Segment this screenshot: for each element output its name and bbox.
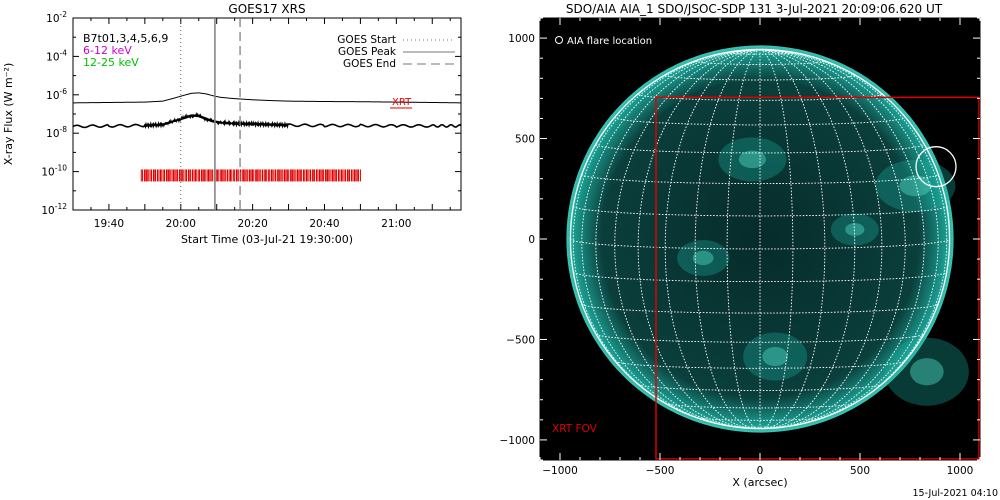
goes-y-axis: 10-2 10-4 10-6 10-8 10-10 10-12 xyxy=(41,10,461,217)
y-tick-label: 10-2 xyxy=(46,10,67,25)
y-tick-label: −500 xyxy=(506,334,535,346)
flare-legend-label: AIA flare location xyxy=(567,36,652,47)
y-tick-label: 10-8 xyxy=(46,125,67,140)
x-tick-label: 0 xyxy=(757,465,764,477)
grid-line xyxy=(665,403,855,409)
grid-line xyxy=(664,74,856,81)
y-tick-label: 1000 xyxy=(508,33,535,45)
grid-line xyxy=(595,49,761,429)
flux-series-line xyxy=(73,92,461,104)
active-region-core xyxy=(899,175,932,197)
grid-line xyxy=(759,49,826,429)
legend-goes-peak: GOES Peak xyxy=(338,46,397,58)
grid-line xyxy=(696,417,824,421)
goes-y-axis-label: X-ray Flux (W m⁻²) xyxy=(2,63,15,165)
y-tick-label: 0 xyxy=(528,234,535,246)
goes-legend: GOES Start GOES Peak GOES End xyxy=(337,34,455,70)
grid-line xyxy=(726,49,761,430)
flux-series-line xyxy=(73,111,461,130)
channel-header-label: B7t01,3,4,5,6,9 xyxy=(83,32,168,45)
active-region-glow xyxy=(830,213,879,246)
grid-line xyxy=(759,49,883,429)
xrt-fov-label: XRT FOV xyxy=(552,423,598,435)
aia-axes: −1000 −500 0 500 1000 −1000 −500 0 500 1000 xyxy=(499,17,981,477)
active-region-glow xyxy=(875,159,956,212)
active-region-glow xyxy=(677,239,730,276)
goes-x-axis: 19:40 20:00 20:20 20:40 21:00 xyxy=(72,18,451,230)
y-tick-label: −1000 xyxy=(499,435,535,447)
goes-x-axis-label: Start Time (03-Jul-21 19:30:00) xyxy=(181,233,353,246)
grid-line xyxy=(573,271,947,283)
flare-location-circle xyxy=(915,146,957,188)
active-region-glow xyxy=(884,337,969,406)
xrt-coverage-marks xyxy=(140,169,361,182)
goes-event-markers xyxy=(180,18,241,210)
grid-line xyxy=(595,144,925,154)
grid-line xyxy=(759,49,794,430)
grid-line xyxy=(595,333,925,343)
grid-line xyxy=(614,360,906,369)
goes-plot-title: GOES17 XRS xyxy=(228,2,305,16)
grid-line xyxy=(694,49,761,429)
y-tick-label: 10-4 xyxy=(46,48,67,63)
y-tick-label: 10-10 xyxy=(41,164,67,179)
grid-line xyxy=(569,238,951,250)
x-tick-label: −500 xyxy=(646,465,675,477)
legend-goes-start: GOES Start xyxy=(337,34,396,46)
grid-line xyxy=(638,384,882,391)
x-tick-label: 20:00 xyxy=(166,218,196,230)
active-regions xyxy=(677,137,969,406)
xrt-fov-box xyxy=(655,96,980,460)
aia-x-axis-label: X (arcsec) xyxy=(732,476,787,489)
x-tick-label: 1000 xyxy=(947,465,974,477)
active-region-core xyxy=(692,250,714,266)
channel-12-25-label: 12-25 keV xyxy=(83,56,139,69)
flare-legend-icon xyxy=(555,36,563,44)
active-region-core xyxy=(738,150,767,169)
x-tick-label: 20:20 xyxy=(237,218,267,230)
footer-timestamp: 15-Jul-2021 04:10 xyxy=(912,488,998,499)
x-tick-label: −1000 xyxy=(542,465,578,477)
channel-6-12-label: 6-12 keV xyxy=(83,44,132,57)
xrt-label: XRT xyxy=(392,97,412,108)
grid-line xyxy=(694,60,826,65)
grid-line xyxy=(572,49,761,421)
grid-line xyxy=(759,49,925,429)
aia-plot-title: SDO/AIA AIA_1 SDO/JSOC-SDP 131 3-Jul-202… xyxy=(566,2,943,16)
grid-line xyxy=(759,49,939,427)
goes-series xyxy=(73,92,461,130)
x-tick-label: 20:40 xyxy=(309,218,339,230)
grid-line xyxy=(759,49,948,421)
grid-line xyxy=(581,49,761,427)
grid-line xyxy=(614,117,906,126)
grid-line xyxy=(637,49,761,429)
grid-line xyxy=(614,49,761,429)
active-region-core xyxy=(762,346,788,367)
x-tick-label: 19:40 xyxy=(94,218,124,230)
active-region-core xyxy=(845,223,865,236)
solar-limb xyxy=(569,48,951,430)
grid-line xyxy=(581,303,939,314)
x-tick-label: 500 xyxy=(850,465,870,477)
y-tick-label: 10-12 xyxy=(41,202,67,217)
active-region-glow xyxy=(718,137,787,182)
legend-goes-end: GOES End xyxy=(343,58,396,70)
y-tick-label: 500 xyxy=(515,134,535,146)
y-tick-label: 10-6 xyxy=(46,87,67,102)
goes-xrs-plot: GOES17 XRS 10-2 10-4 10-6 10-8 10-10 10-12 19… xyxy=(2,2,462,246)
x-tick-label: 21:00 xyxy=(381,218,411,230)
aia-image-plot: SDO/AIA AIA_1 SDO/JSOC-SDP 131 3-Jul-202… xyxy=(499,2,981,489)
active-region-core xyxy=(910,358,944,386)
grid-line xyxy=(759,49,906,429)
